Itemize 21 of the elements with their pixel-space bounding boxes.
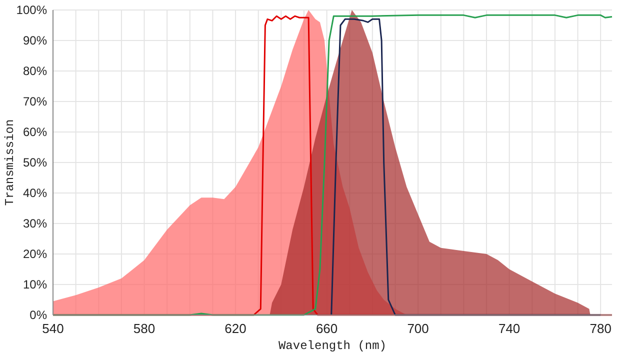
y-tick-label: 40% [22, 186, 48, 200]
y-tick-label: 0% [30, 308, 48, 322]
y-tick-label: 90% [22, 34, 48, 48]
line-series [330, 18, 602, 316]
y-tick-label: 80% [22, 64, 48, 78]
x-tick-label: 620 [224, 321, 246, 336]
x-tick-label: 580 [133, 321, 156, 336]
y-tick-label: 50% [22, 156, 48, 170]
y-axis-title: Transmission [3, 119, 17, 206]
y-tick-label: 60% [22, 125, 48, 139]
x-tick-label: 540 [42, 321, 64, 336]
y-tick-label: 70% [22, 94, 48, 108]
x-tick-label: 780 [590, 321, 612, 336]
y-tick-label: 100% [16, 3, 48, 17]
x-tick-label: 740 [498, 321, 520, 336]
y-tick-label: 10% [22, 278, 48, 292]
y-tick-label: 30% [22, 216, 48, 230]
y-tick-label: 20% [22, 247, 48, 261]
x-tick-label: 700 [407, 321, 429, 336]
x-axis-title: Wavelength (nm) [278, 339, 387, 353]
x-tick-label: 660 [316, 321, 338, 336]
